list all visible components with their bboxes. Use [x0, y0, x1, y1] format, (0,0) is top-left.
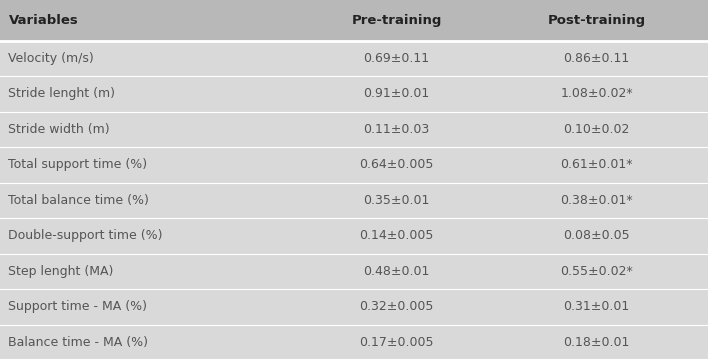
- Bar: [0, 76, 708, 112]
- Text: 0.11±0.03: 0.11±0.03: [363, 123, 430, 136]
- Text: 0.61±0.01*: 0.61±0.01*: [560, 158, 633, 171]
- Text: Total balance time (%): Total balance time (%): [8, 194, 149, 207]
- Text: 0.18±0.01: 0.18±0.01: [564, 336, 629, 349]
- Text: Post-training: Post-training: [547, 14, 646, 27]
- Text: Variables: Variables: [8, 14, 79, 27]
- Text: Velocity (m/s): Velocity (m/s): [8, 52, 94, 65]
- Text: 0.08±0.05: 0.08±0.05: [563, 229, 630, 242]
- Text: Balance time - MA (%): Balance time - MA (%): [8, 336, 149, 349]
- Text: 0.10±0.02: 0.10±0.02: [564, 123, 629, 136]
- Bar: [0, 112, 708, 147]
- Text: 1.08±0.02*: 1.08±0.02*: [560, 87, 633, 100]
- Bar: [0, 41, 708, 76]
- Text: Total support time (%): Total support time (%): [8, 158, 148, 171]
- Text: 0.38±0.01*: 0.38±0.01*: [560, 194, 633, 207]
- Text: 0.69±0.11: 0.69±0.11: [363, 52, 430, 65]
- Text: 0.17±0.005: 0.17±0.005: [359, 336, 434, 349]
- Text: Stride width (m): Stride width (m): [8, 123, 110, 136]
- Text: 0.55±0.02*: 0.55±0.02*: [560, 265, 633, 278]
- Text: 0.91±0.01: 0.91±0.01: [363, 87, 430, 100]
- Text: 0.32±0.005: 0.32±0.005: [359, 300, 434, 313]
- Text: 0.48±0.01: 0.48±0.01: [363, 265, 430, 278]
- Text: 0.35±0.01: 0.35±0.01: [363, 194, 430, 207]
- Text: 0.86±0.11: 0.86±0.11: [564, 52, 629, 65]
- Bar: [0, 253, 708, 289]
- Bar: [0, 183, 708, 218]
- Text: Stride lenght (m): Stride lenght (m): [8, 87, 115, 100]
- Text: 0.31±0.01: 0.31±0.01: [564, 300, 629, 313]
- Text: 0.64±0.005: 0.64±0.005: [359, 158, 434, 171]
- Bar: [0, 0, 708, 41]
- Text: Step lenght (MA): Step lenght (MA): [8, 265, 114, 278]
- Bar: [0, 324, 708, 360]
- Bar: [0, 147, 708, 183]
- Bar: [0, 289, 708, 324]
- Text: Pre-training: Pre-training: [351, 14, 442, 27]
- Text: Double-support time (%): Double-support time (%): [8, 229, 163, 242]
- Text: Support time - MA (%): Support time - MA (%): [8, 300, 147, 313]
- Bar: [0, 218, 708, 253]
- Text: 0.14±0.005: 0.14±0.005: [359, 229, 434, 242]
